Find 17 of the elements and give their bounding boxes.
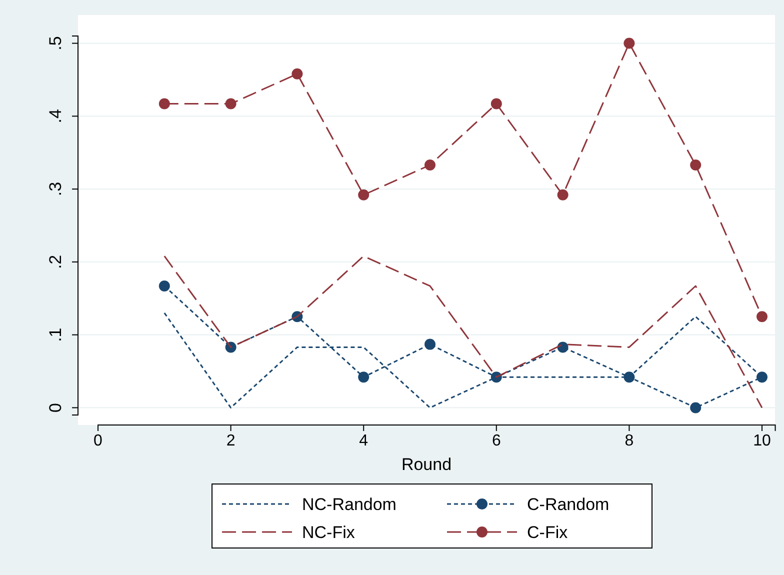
x-tick-label: 4: [359, 432, 368, 450]
y-tick-label: .3: [46, 182, 65, 196]
x-tick-label: 2: [226, 432, 236, 450]
legend-label: C-Fix: [527, 523, 568, 542]
x-tick-label: 10: [753, 432, 771, 450]
y-tick-label: .5: [46, 36, 65, 50]
y-tick-label: 0: [46, 402, 65, 412]
x-tick-label: 6: [492, 432, 501, 450]
x-tick-label: 8: [624, 432, 634, 450]
legend-label: NC-Random: [302, 495, 396, 514]
y-tick-label: .1: [46, 328, 65, 342]
x-tick-label: 0: [94, 432, 103, 450]
y-tick-label: .2: [46, 254, 65, 270]
legend-label: NC-Fix: [302, 523, 356, 542]
legend-label: C-Random: [527, 495, 610, 514]
x-axis-title: Round: [401, 455, 452, 474]
y-tick-label: .4: [46, 109, 65, 124]
